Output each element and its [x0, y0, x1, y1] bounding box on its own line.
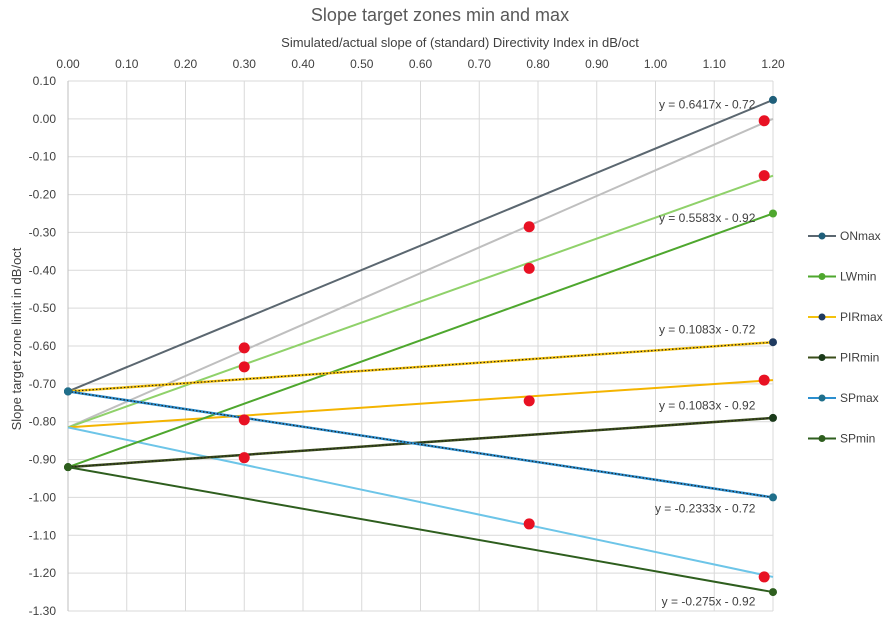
series-line-dots-pirmin: [67, 417, 774, 468]
trendline-label: y = 0.1083x - 0.92: [659, 399, 756, 413]
measured-point: [758, 374, 770, 386]
series-line-dots-pirmax: [67, 341, 774, 393]
x-tick-label: 0.80: [526, 57, 550, 71]
x-tick-label: 0.20: [174, 57, 198, 71]
y-tick-label: -0.80: [29, 415, 57, 429]
trendline-label: y = 0.5583x - 0.92: [659, 211, 756, 225]
x-tick-label: 0.50: [350, 57, 374, 71]
legend-label-spmax: SPmax: [840, 391, 879, 405]
legend-label-onmax: ONmax: [840, 229, 881, 243]
y-axis-title: Slope target zone limit in dB/oct: [9, 247, 24, 430]
series-line-spmin: [67, 466, 774, 594]
x-tick-labels: 0.00 0.10 0.20 0.30 0.40 0.50 0.60 0.70 0.80 0.90…: [56, 57, 785, 71]
x-tick-label: 0.10: [115, 57, 139, 71]
x-tick-label: 0.70: [468, 57, 492, 71]
series-point-lwmin: [769, 209, 777, 218]
y-tick-label: -0.20: [29, 188, 57, 202]
trendline-label: y = 0.1083x - 0.72: [659, 323, 756, 337]
x-tick-label: 0.00: [56, 57, 80, 71]
legend-marker-lwmin: [818, 273, 826, 280]
measured-point: [238, 361, 250, 373]
x-tick-label: 0.60: [409, 57, 433, 71]
legend-marker-spmax: [818, 394, 826, 402]
measured-point: [523, 395, 535, 407]
legend-label-pirmin: PIRmin: [840, 351, 879, 365]
y-tick-label: -1.30: [29, 604, 57, 618]
series-line-onmax: [67, 99, 774, 393]
legend-marker-onmax: [818, 232, 826, 240]
measured-point: [523, 262, 535, 274]
series-point-spmax: [769, 493, 777, 502]
y-tick-label: -0.70: [29, 377, 57, 391]
series-point-spmin: [64, 463, 72, 472]
y-tick-label: -0.40: [29, 263, 57, 277]
y-tick-label: -0.90: [29, 453, 57, 467]
measured-point: [523, 221, 535, 233]
y-tick-label: 0.00: [33, 112, 57, 126]
x-tick-label: 1.10: [703, 57, 727, 71]
legend-label-lwmin: LWmin: [840, 270, 876, 284]
trendline-label: y = -0.2333x - 0.72: [655, 502, 756, 516]
x-tick-label: 0.40: [291, 57, 315, 71]
reference-line: [67, 426, 774, 578]
legend: ONmax LWmin PIRmax PIRmin SPmax SPmin: [808, 229, 883, 446]
data-points: [238, 115, 770, 583]
measured-point: [523, 518, 535, 530]
measured-point: [238, 452, 250, 464]
trendline-label: y = -0.275x - 0.92: [662, 594, 756, 608]
x-tick-label: 0.90: [585, 57, 609, 71]
y-tick-label: -0.30: [29, 225, 57, 239]
trendline-label: y = 0.6417x - 0.72: [659, 97, 756, 111]
trendline-labels: y = 0.6417x - 0.72 y = 0.5583x - 0.92 y = …: [655, 97, 756, 608]
reference-line: [67, 117, 774, 429]
y-tick-label: -1.10: [29, 528, 57, 542]
legend-label-pirmax: PIRmax: [840, 310, 883, 324]
legend-marker-pirmin: [818, 354, 826, 361]
grid: [67, 80, 774, 612]
reference-line: [67, 174, 774, 429]
series-point-onmax: [769, 95, 777, 104]
reference-line: [67, 379, 774, 429]
y-tick-label: -1.00: [29, 490, 57, 504]
legend-marker-spmin: [818, 435, 826, 442]
y-tick-label: -0.60: [29, 339, 57, 353]
measured-point: [758, 170, 770, 182]
x-axis-title: Simulated/actual slope of (standard) Dir…: [281, 35, 639, 50]
y-tick-label: -0.10: [29, 150, 57, 164]
chart-title: Slope target zones min and max: [311, 5, 569, 25]
series-line-lwmin: [67, 212, 774, 469]
series-point-spmin: [769, 588, 777, 597]
measured-point: [758, 571, 770, 583]
x-tick-label: 1.20: [761, 57, 785, 71]
y-tick-labels: 0.10 0.00 -0.10 -0.20 -0.30 -0.40 -0.50 -0.60 -0…: [29, 74, 57, 618]
x-tick-label: 0.30: [233, 57, 257, 71]
legend-marker-pirmax: [818, 313, 826, 321]
y-tick-label: 0.10: [33, 74, 57, 88]
series-point-pirmax: [769, 338, 777, 347]
measured-point: [758, 115, 770, 127]
y-tick-label: -0.50: [29, 301, 57, 315]
series-point-pirmin: [769, 413, 777, 422]
series-point-spmax: [64, 387, 72, 396]
x-tick-label: 1.00: [644, 57, 668, 71]
legend-label-spmin: SPmin: [840, 432, 875, 446]
y-tick-label: -1.20: [29, 566, 57, 580]
measured-point: [238, 414, 250, 426]
series-lines: [64, 95, 777, 597]
measured-point: [238, 342, 250, 354]
series-line-spmax: [67, 390, 774, 499]
